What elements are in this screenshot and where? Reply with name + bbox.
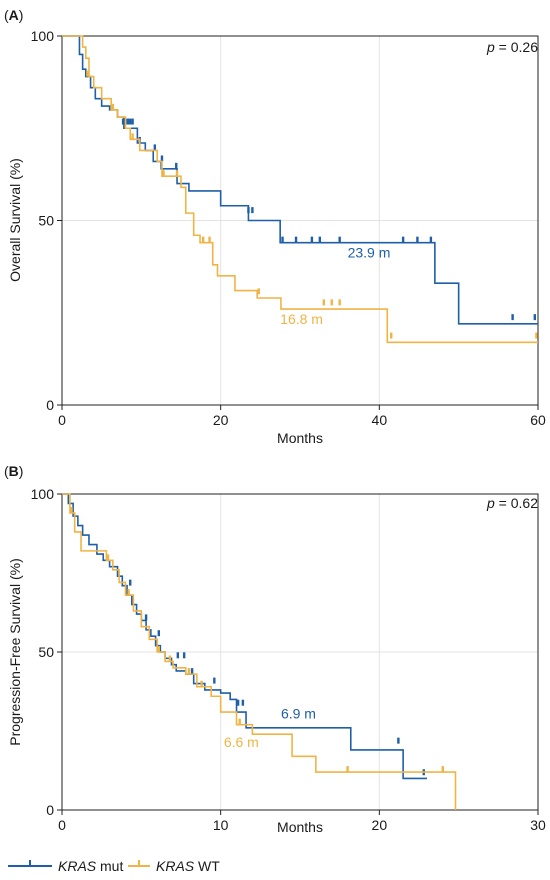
panel-b-progression-free-survival: (B) p = 0.62 Months Progression-Free Sur… xyxy=(4,463,546,835)
y-axis-label-b: Progression-Free Survival (%) xyxy=(7,558,23,746)
y-tick-label-a-2: 100 xyxy=(31,28,55,44)
legend-label-kras-wt: KRAS WT xyxy=(156,858,220,874)
median-label-a-wt: 16.8 m xyxy=(280,311,323,327)
legend-label-kras-mut: KRAS mut xyxy=(58,858,123,874)
y-tick-label-b-1: 50 xyxy=(38,644,54,660)
panel-a-overall-survival: (A) p = 0.26 Months Overall Survival (%)… xyxy=(4,7,546,446)
x-tick-label-a-3: 60 xyxy=(530,412,546,428)
median-label-b-mut: 6.9 m xyxy=(281,705,316,721)
x-tick-label-a-0: 0 xyxy=(58,412,66,428)
y-tick-label-b-0: 0 xyxy=(46,802,54,818)
panel-label-a: (A) xyxy=(4,7,23,23)
km-curve-a-mut xyxy=(62,35,538,325)
km-curve-b-wt xyxy=(62,493,457,810)
x-tick-label-b-0: 0 xyxy=(58,817,66,833)
x-tick-label-b-2: 20 xyxy=(372,817,388,833)
median-label-a-mut: 23.9 m xyxy=(348,244,391,260)
legend-item-kras-wt: KRAS WT xyxy=(128,858,220,874)
x-tick-label-b-1: 10 xyxy=(213,817,229,833)
y-axis-label-a: Overall Survival (%) xyxy=(7,158,23,282)
km-curve-a-wt xyxy=(62,35,538,344)
legend-item-kras-mut: KRAS mut xyxy=(8,858,123,874)
x-tick-label-a-2: 40 xyxy=(372,412,388,428)
x-axis-label-a: Months xyxy=(277,430,323,446)
y-tick-label-a-0: 0 xyxy=(46,397,54,413)
x-tick-label-a-1: 20 xyxy=(213,412,229,428)
panel-label-b: (B) xyxy=(4,463,23,479)
p-value-b: p = 0.62 xyxy=(486,495,538,511)
x-axis-label-b: Months xyxy=(277,819,323,835)
y-tick-label-a-1: 50 xyxy=(38,213,54,229)
legend: KRAS mut KRAS WT xyxy=(8,858,220,874)
y-tick-label-b-2: 100 xyxy=(31,486,55,502)
median-label-b-wt: 6.6 m xyxy=(224,734,259,750)
x-tick-label-b-3: 30 xyxy=(530,817,546,833)
p-value-a: p = 0.26 xyxy=(486,39,538,55)
